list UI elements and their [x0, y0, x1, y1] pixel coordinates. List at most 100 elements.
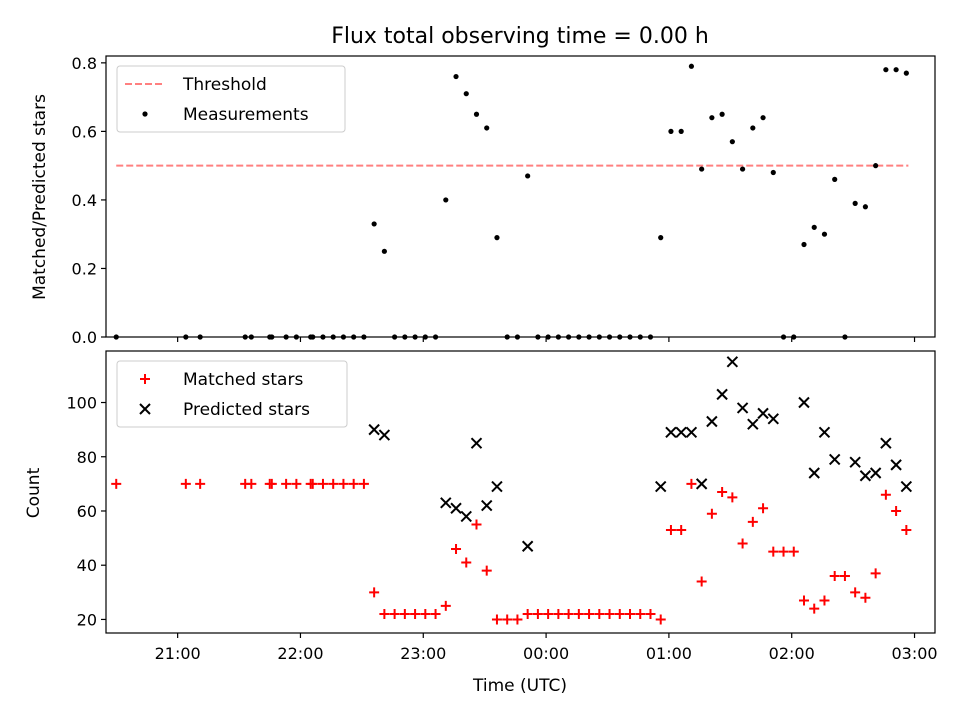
matched-stars-point — [307, 478, 318, 489]
y-tick-label: 60 — [77, 502, 97, 521]
measurement-point — [248, 334, 254, 340]
matched-stars-point — [891, 505, 902, 516]
matched-stars-point — [430, 609, 441, 620]
matched-stars-point — [389, 609, 400, 620]
matched-stars-point — [291, 478, 302, 489]
legend-label: Threshold — [182, 75, 267, 95]
measurement-point — [463, 91, 469, 97]
measurement-point — [791, 334, 797, 340]
axes-frame — [105, 350, 936, 634]
matched-stars-point — [369, 587, 380, 598]
legend-label: Matched stars — [183, 370, 303, 390]
matched-stars-point — [809, 603, 820, 614]
measurement-point — [566, 334, 572, 340]
measurement-point — [821, 231, 828, 237]
measurement-point — [197, 334, 203, 340]
measurement-point — [617, 334, 623, 340]
matched-stars-point — [798, 595, 809, 606]
predicted-stars-point — [767, 413, 780, 425]
measurement-point — [535, 334, 541, 340]
predicted-stars-point — [849, 456, 861, 468]
measurement-point — [729, 139, 735, 145]
measurement-point — [453, 73, 459, 80]
predicted-stars-point — [675, 426, 687, 439]
measurement-point — [832, 176, 838, 182]
measurement-point — [351, 334, 357, 340]
legend-box — [116, 65, 346, 133]
measurement-point — [330, 334, 336, 340]
measurement-point — [852, 200, 858, 206]
matched-stars-point — [839, 571, 850, 582]
measurement-point — [811, 224, 817, 230]
measurement-point — [596, 334, 602, 340]
measurement-point — [739, 166, 746, 172]
measurement-point — [422, 334, 428, 340]
predicted-stars-point — [450, 502, 462, 514]
matched-stars-point — [850, 587, 861, 598]
y-tick-label: 0.2 — [72, 259, 97, 278]
matched-stars-point — [747, 516, 758, 527]
matched-stars-point — [614, 609, 625, 620]
ratio-panel: 0.0 0.2 0.4 0.6 0.8 Threshold Measurements — [72, 54, 936, 347]
matched-stars-point — [410, 609, 421, 620]
matched-stars-point — [420, 609, 431, 620]
measurement-point — [555, 334, 561, 340]
measurement-point — [658, 235, 664, 241]
predicted-stars-point — [695, 478, 708, 490]
matched-stars-point — [180, 478, 191, 489]
matched-stars-point — [471, 519, 482, 530]
matched-stars-point — [880, 489, 891, 500]
x-tick-label: 23:00 — [400, 644, 446, 663]
count-panel: 20 40 60 80 100 21:00 22:00 23:00 00:00 01:00 02:0… — [66, 350, 938, 663]
count-y-axis-label: Count — [24, 467, 44, 518]
x-axis-label: Time (UTC) — [472, 676, 567, 696]
matched-stars-point — [543, 609, 554, 620]
measurement-point — [637, 334, 643, 340]
matched-stars-point — [829, 571, 840, 582]
measurement-point — [242, 334, 248, 340]
measurement-point — [545, 334, 551, 340]
measurement-point — [780, 334, 787, 340]
y-tick-label: 0.4 — [72, 191, 97, 210]
matched-stars-point — [522, 609, 533, 620]
y-tick-label: 80 — [77, 448, 97, 467]
predicted-stars-point — [716, 388, 728, 401]
y-tick-label: 0.0 — [72, 328, 97, 347]
matched-stars-point — [870, 568, 881, 579]
measurement-point — [113, 334, 119, 340]
y-tick-label: 0.8 — [72, 54, 97, 73]
measurement-point — [576, 334, 582, 340]
measurement-point — [770, 169, 776, 176]
matched-stars-point — [491, 614, 502, 625]
predicted-stars-point — [378, 429, 391, 441]
matched-stars-point — [645, 609, 656, 620]
x-tick-label: 21:00 — [155, 644, 201, 663]
matched-stars-point — [901, 524, 912, 535]
matched-stars-point — [768, 546, 779, 557]
x-tick-label: 03:00 — [891, 644, 937, 663]
y-tick-label: 0.6 — [72, 122, 97, 141]
matched-stars-point — [451, 543, 462, 554]
matched-stars-point — [440, 600, 451, 611]
matched-stars-point — [358, 478, 369, 489]
predicted-stars-point — [798, 396, 810, 409]
predicted-stars-point — [900, 480, 913, 493]
legend-matched-swatch — [140, 374, 150, 384]
legend-box — [116, 360, 348, 428]
predicted-stars-point — [859, 470, 872, 482]
predicted-stars-point — [808, 467, 820, 479]
measurement-point — [381, 248, 387, 254]
measurement-point — [293, 334, 299, 340]
x-tick-label: 22:00 — [277, 644, 323, 663]
predicted-stars-point — [521, 540, 534, 552]
predicted-stars-point — [747, 418, 759, 430]
matched-stars-point — [635, 609, 646, 620]
measurement-point — [606, 334, 613, 340]
matched-stars-point — [461, 557, 472, 568]
measurement-point — [484, 125, 490, 131]
ratio-y-axis-label: Matched/Predicted stars — [30, 94, 50, 300]
y-tick-label: 40 — [77, 556, 97, 575]
measurement-point — [443, 197, 449, 203]
matched-stars-point — [676, 524, 687, 535]
